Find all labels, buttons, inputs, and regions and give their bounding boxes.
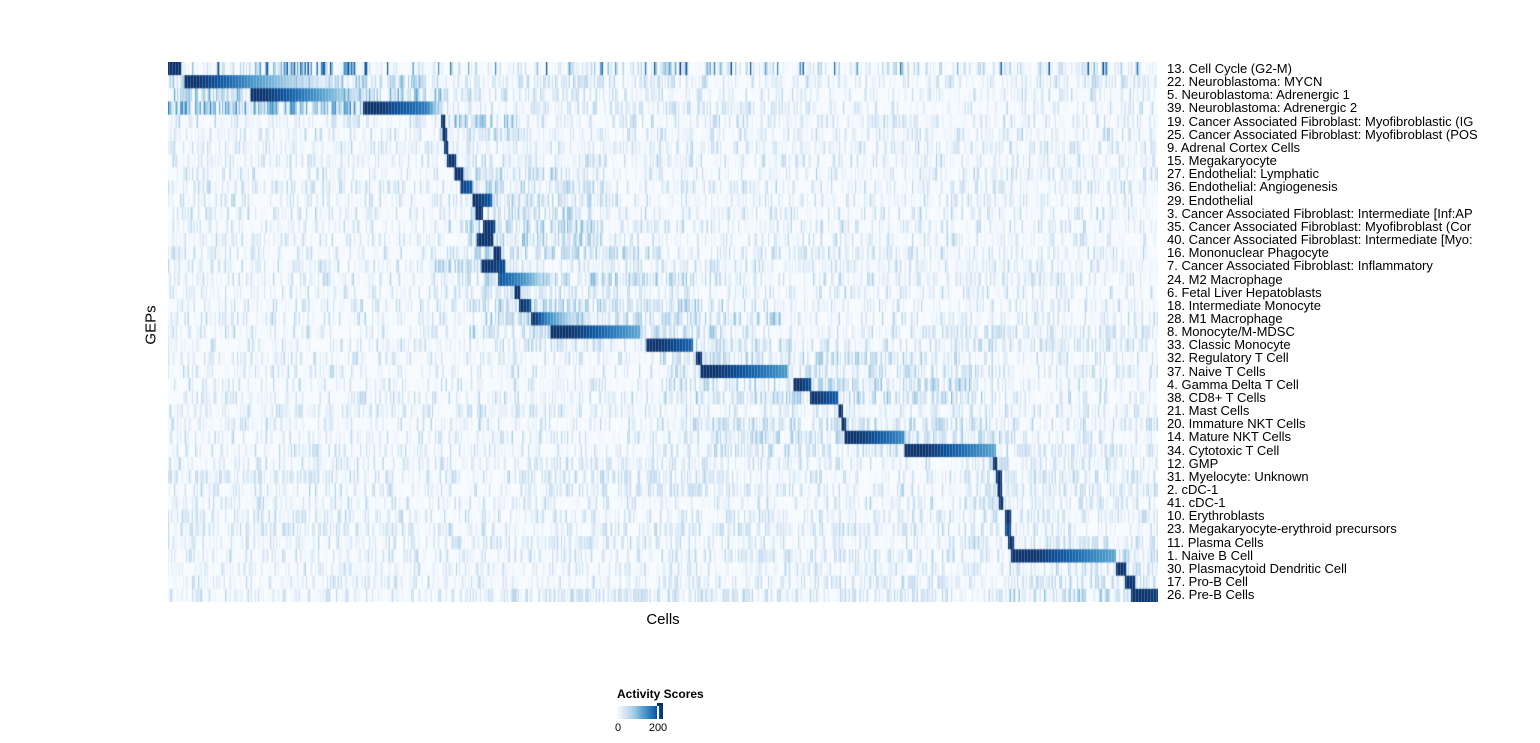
gep-row-label: 32. Regulatory T Cell bbox=[1167, 350, 1289, 366]
gep-row-label: 19. Cancer Associated Fibroblast: Myofib… bbox=[1167, 113, 1474, 129]
gep-row-label: 22. Neuroblastoma: MYCN bbox=[1167, 74, 1323, 90]
colorbar-max-nub bbox=[657, 703, 663, 706]
gep-row-label: 31. Myelocyte: Unknown bbox=[1167, 468, 1309, 484]
gep-row-label: 5. Neuroblastoma: Adrenergic 1 bbox=[1167, 87, 1350, 103]
gep-row-label: 8. Monocyte/M-MDSC bbox=[1167, 324, 1295, 340]
gep-row-label: 35. Cancer Associated Fibroblast: Myofib… bbox=[1167, 218, 1472, 234]
gep-row-label: 40. Cancer Associated Fibroblast: Interm… bbox=[1167, 232, 1473, 248]
gep-row-label: 9. Adrenal Cortex Cells bbox=[1167, 139, 1300, 155]
y-axis-label: GEPs bbox=[142, 305, 160, 345]
gep-row-label: 18. Intermediate Monocyte bbox=[1167, 297, 1321, 313]
colorbar-tick-label-max: 200 bbox=[648, 722, 668, 734]
colorbar-gradient bbox=[617, 703, 663, 719]
gep-row-label: 34. Cytotoxic T Cell bbox=[1167, 442, 1280, 458]
colorbar-tick-200 bbox=[657, 706, 659, 719]
gep-row-label: 28. M1 Macrophage bbox=[1167, 310, 1283, 326]
gep-row-label: 13. Cell Cycle (G2-M) bbox=[1167, 62, 1292, 76]
gep-row-label: 6. Fetal Liver Hepatoblasts bbox=[1167, 284, 1322, 300]
colorbar-tick-label-min: 0 bbox=[614, 722, 622, 734]
gep-row-label: 37. Naive T Cells bbox=[1167, 363, 1266, 379]
gep-row-label: 24. M2 Macrophage bbox=[1167, 271, 1283, 287]
gep-row-label: 12. GMP bbox=[1167, 455, 1219, 471]
gep-row-label: 21. Mast Cells bbox=[1167, 403, 1250, 419]
gep-row-label: 7. Cancer Associated Fibroblast: Inflamm… bbox=[1167, 258, 1433, 274]
gep-row-labels: 13. Cell Cycle (G2-M) 22. Neuroblastoma: … bbox=[1167, 62, 1540, 603]
colorbar-legend: Activity Scores 0 200 bbox=[614, 687, 704, 736]
gep-row-label: 30. Plasmacytoid Dendritic Cell bbox=[1167, 560, 1347, 576]
gep-row-label: 23. Megakaryocyte-erythroid precursors bbox=[1167, 521, 1397, 537]
gep-row-label: 29. Endothelial bbox=[1167, 192, 1254, 208]
gep-row-label: 3. Cancer Associated Fibroblast: Interme… bbox=[1167, 205, 1473, 221]
legend-title: Activity Scores bbox=[617, 687, 704, 701]
gep-row-label: 1. Naive B Cell bbox=[1167, 547, 1253, 563]
gep-row-label: 15. Megakaryocyte bbox=[1167, 153, 1277, 169]
gep-row-label: 26. Pre-B Cells bbox=[1167, 587, 1255, 603]
gep-row-label: 25. Cancer Associated Fibroblast: Myofib… bbox=[1167, 126, 1478, 142]
gep-row-label: 41. cDC-1 bbox=[1167, 495, 1226, 511]
gep-row-label: 14. Mature NKT Cells bbox=[1167, 429, 1292, 445]
x-axis-label: Cells bbox=[646, 611, 680, 628]
gep-row-label: 27. Endothelial: Lymphatic bbox=[1167, 166, 1320, 182]
gep-row-label: 2. cDC-1 bbox=[1167, 482, 1219, 497]
gep-row-label: 20. Immature NKT Cells bbox=[1167, 416, 1306, 432]
colorbar-tick-labels: 0 200 bbox=[614, 722, 667, 736]
gep-row-label: 11. Plasma Cells bbox=[1167, 534, 1264, 550]
gep-row-label: 17. Pro-B Cell bbox=[1167, 574, 1248, 590]
heatmap-canvas bbox=[168, 62, 1158, 602]
gep-row-label: 39. Neuroblastoma: Adrenergic 2 bbox=[1167, 100, 1358, 116]
gep-row-label: 36. Endothelial: Angiogenesis bbox=[1167, 179, 1338, 195]
gep-row-label: 10. Erythroblasts bbox=[1167, 508, 1265, 524]
gep-row-label: 4. Gamma Delta T Cell bbox=[1167, 376, 1299, 392]
gep-row-label: 38. CD8+ T Cells bbox=[1167, 389, 1266, 405]
gep-row-label: 33. Classic Monocyte bbox=[1167, 337, 1291, 353]
gep-row-label: 16. Mononuclear Phagocyte bbox=[1167, 245, 1329, 261]
